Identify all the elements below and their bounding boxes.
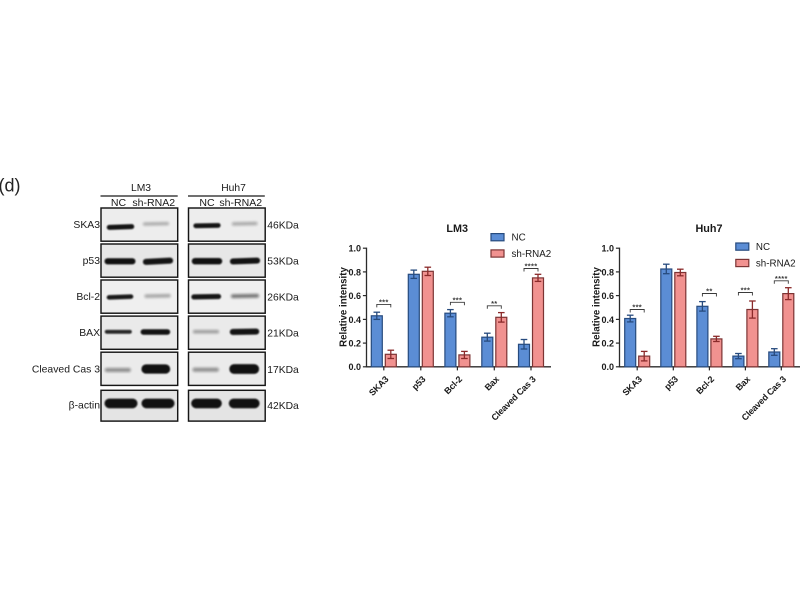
svg-text:NC: NC	[111, 197, 127, 209]
svg-text:0.6: 0.6	[601, 291, 614, 301]
svg-text:NC: NC	[512, 233, 526, 244]
svg-text:sh-RNA2: sh-RNA2	[219, 197, 262, 209]
svg-text:BAX: BAX	[79, 328, 100, 339]
svg-text:NC: NC	[199, 197, 215, 209]
svg-text:Cleaved Cas 3: Cleaved Cas 3	[32, 364, 100, 375]
svg-text:**: **	[706, 287, 712, 296]
svg-text:21KDa: 21KDa	[267, 329, 299, 340]
svg-text:1.0: 1.0	[348, 244, 361, 254]
svg-text:****: ****	[525, 262, 538, 271]
svg-text:53KDa: 53KDa	[267, 257, 299, 268]
svg-text:LM3: LM3	[131, 183, 151, 194]
svg-text:***: ***	[741, 286, 751, 295]
svg-text:sh-RNA2: sh-RNA2	[756, 258, 796, 269]
svg-text:0.8: 0.8	[601, 267, 614, 277]
svg-text:***: ***	[632, 303, 642, 312]
svg-text:***: ***	[453, 296, 463, 305]
svg-text:NC: NC	[756, 242, 770, 253]
svg-text:0.2: 0.2	[601, 339, 614, 349]
svg-text:Huh7: Huh7	[696, 223, 723, 235]
svg-text:sh-RNA2: sh-RNA2	[512, 249, 552, 260]
svg-text:1.0: 1.0	[601, 244, 614, 254]
svg-text:Relative intensity: Relative intensity	[592, 267, 603, 347]
svg-text:17KDa: 17KDa	[267, 365, 299, 376]
svg-text:0.0: 0.0	[348, 362, 361, 372]
svg-text:26KDa: 26KDa	[267, 293, 299, 304]
svg-text:Relative intensity: Relative intensity	[339, 267, 350, 347]
svg-text:0.4: 0.4	[601, 315, 614, 325]
svg-text:sh-RNA2: sh-RNA2	[132, 197, 175, 209]
svg-text:SKA3: SKA3	[73, 220, 100, 231]
svg-text:42KDa: 42KDa	[267, 401, 299, 412]
svg-text:0.8: 0.8	[348, 267, 361, 277]
svg-text:****: ****	[775, 274, 788, 283]
svg-text:0.4: 0.4	[348, 315, 361, 325]
svg-text:46KDa: 46KDa	[267, 221, 299, 232]
svg-text:***: ***	[379, 298, 389, 307]
svg-text:β-actin: β-actin	[69, 401, 101, 412]
svg-text:LM3: LM3	[446, 223, 468, 235]
svg-text:**: **	[491, 299, 497, 308]
svg-text:0.0: 0.0	[601, 362, 614, 372]
svg-text:0.2: 0.2	[348, 339, 361, 349]
svg-text:0.6: 0.6	[348, 291, 361, 301]
svg-text:Bcl-2: Bcl-2	[76, 292, 100, 303]
svg-text:(d): (d)	[0, 176, 21, 196]
svg-text:p53: p53	[83, 256, 101, 267]
svg-text:Huh7: Huh7	[221, 183, 246, 194]
